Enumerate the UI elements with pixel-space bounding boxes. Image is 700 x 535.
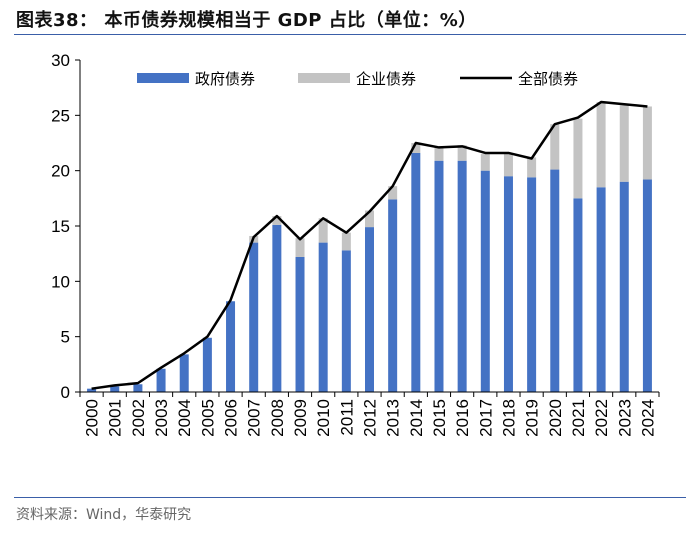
- bar-gov: [503, 176, 513, 392]
- bar-corp: [272, 216, 282, 225]
- x-tick-label: 2016: [453, 399, 472, 437]
- bar-corp: [480, 154, 490, 171]
- bar-corp: [365, 210, 374, 228]
- legend-item: 政府债券: [137, 70, 255, 88]
- x-tick-label: 2024: [638, 399, 657, 437]
- bar-corp: [503, 154, 513, 177]
- x-tick-label: 2007: [245, 399, 264, 437]
- x-tick-label: 2001: [106, 399, 125, 437]
- bar-gov: [480, 170, 490, 392]
- legend-label: 政府债券: [195, 70, 255, 88]
- bar-corp: [388, 186, 398, 200]
- x-axis: 2000 2001 2002 2003 2004 2005 2006 2007 2008 2009…: [79, 391, 660, 437]
- bar-gov: [179, 354, 189, 392]
- y-tick-label: 25: [51, 106, 70, 125]
- y-tick-label: 15: [51, 217, 70, 236]
- bar-gov: [341, 250, 351, 392]
- legend-label: 全部债券: [518, 70, 578, 88]
- x-tick-label: 2023: [615, 399, 634, 437]
- bar-corp: [411, 143, 421, 153]
- x-tick-label: 2022: [592, 399, 611, 437]
- x-tick-label: 2021: [569, 399, 588, 437]
- legend-item: 全部债券: [460, 70, 578, 88]
- y-axis: 0 5 10 15 20 25 30: [51, 51, 81, 402]
- y-tick-label: 30: [51, 51, 70, 70]
- bar-gov: [365, 227, 374, 392]
- bar-gov: [457, 160, 467, 392]
- x-tick-label: 2011: [337, 399, 356, 436]
- x-tick-label: 2005: [198, 399, 217, 437]
- bar-gov: [249, 242, 259, 392]
- bar-gov: [272, 224, 282, 392]
- legend-swatch: [298, 73, 350, 83]
- bar-corp: [573, 118, 583, 199]
- bar-gov: [87, 388, 97, 392]
- bar-gov: [411, 152, 421, 392]
- source-divider: [14, 497, 686, 498]
- bar-corp: [434, 147, 444, 161]
- y-tick-label: 20: [51, 162, 70, 181]
- bar-gov: [434, 160, 444, 392]
- legend: 政府债券 企业债券 全部债券: [137, 70, 578, 88]
- bars: [87, 102, 652, 392]
- bar-corp: [341, 232, 351, 251]
- legend-item: 企业债券: [298, 70, 416, 88]
- bar-gov: [295, 256, 305, 392]
- chart-title: 图表38： 本币债券规模相当于 GDP 占比（单位：%）: [16, 10, 477, 31]
- x-tick-label: 2020: [546, 399, 565, 437]
- bar-gov: [619, 181, 629, 392]
- x-tick-label: 2018: [499, 399, 518, 437]
- x-tick-label: 2004: [175, 399, 194, 437]
- bar-gov: [202, 337, 212, 392]
- y-tick-label: 10: [51, 272, 70, 291]
- x-tick-label: 2013: [384, 399, 403, 437]
- x-tick-label: 2015: [430, 399, 449, 437]
- bar-gov: [133, 384, 143, 392]
- title-divider: [14, 34, 686, 35]
- bar-corp: [295, 238, 305, 257]
- y-tick-label: 5: [61, 328, 70, 347]
- bar-gov: [596, 187, 606, 392]
- x-tick-label: 2000: [83, 399, 102, 437]
- bar-gov: [642, 179, 652, 392]
- x-tick-label: 2003: [152, 399, 171, 437]
- bar-corp: [318, 218, 328, 243]
- bar-gov: [156, 368, 166, 392]
- total-line-path: [91, 100, 648, 390]
- x-tick-label: 2009: [291, 399, 310, 437]
- source-note: 资料来源：Wind，华泰研究: [16, 507, 192, 523]
- x-tick-label: 2017: [476, 399, 495, 437]
- x-tick-label: 2019: [523, 399, 542, 437]
- bar-corp: [596, 102, 606, 188]
- x-tick-label: 2012: [361, 399, 380, 437]
- x-tick-label: 2002: [129, 399, 148, 437]
- bar-corp: [457, 145, 467, 161]
- total-line: [91, 100, 648, 390]
- bar-gov: [226, 301, 236, 392]
- bar-gov: [388, 199, 398, 392]
- bar-gov: [573, 198, 583, 392]
- x-tick-label: 2010: [314, 399, 333, 437]
- bar-gov: [318, 242, 328, 392]
- x-tick-label: 2008: [268, 399, 287, 437]
- legend-swatch: [137, 73, 189, 83]
- bar-corp: [642, 106, 652, 180]
- bar-gov: [527, 177, 537, 392]
- bar-gov: [110, 386, 120, 392]
- bar-corp: [550, 124, 560, 170]
- bar-corp: [527, 157, 537, 178]
- y-tick-label: 0: [61, 383, 70, 402]
- x-tick-label: 2014: [407, 399, 426, 437]
- legend-label: 企业债券: [356, 70, 416, 88]
- bar-gov: [550, 169, 560, 392]
- x-tick-label: 2006: [222, 399, 241, 437]
- bar-corp: [619, 105, 629, 182]
